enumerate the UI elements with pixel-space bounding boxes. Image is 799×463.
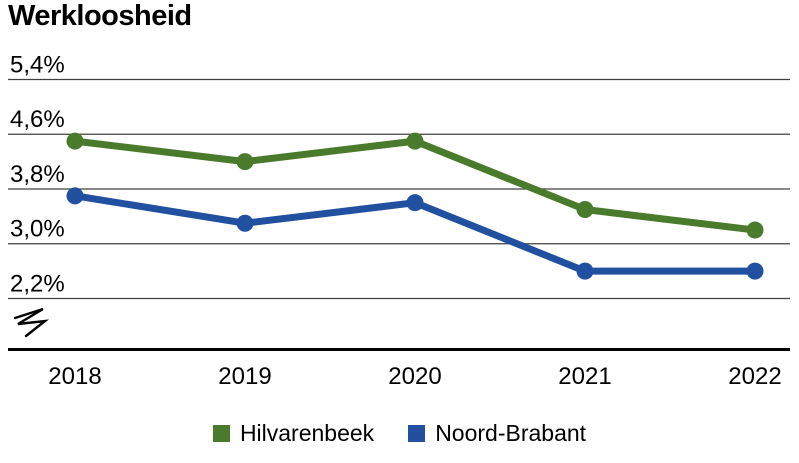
- x-axis-tick-label: 2019: [218, 363, 271, 390]
- legend-swatch-icon: [212, 424, 230, 442]
- y-axis-tick-label: 3,0%: [10, 216, 65, 243]
- data-point-noord-brabant-2020: [406, 194, 424, 212]
- data-point-hilvarenbeek-2019: [236, 153, 254, 171]
- x-axis-tick-label: 2020: [388, 363, 441, 390]
- chart-title: Werkloosheid: [8, 0, 192, 32]
- legend: Hilvarenbeek Noord-Brabant: [0, 416, 799, 450]
- y-axis-tick-label: 5,4%: [10, 51, 65, 78]
- data-point-noord-brabant-2018: [66, 187, 84, 205]
- x-axis-tick-label: 2021: [558, 363, 611, 390]
- data-point-noord-brabant-2019: [236, 214, 254, 232]
- series-line-hilvarenbeek: [71, 137, 759, 234]
- y-axis-tick-label: 4,6%: [10, 106, 65, 133]
- data-point-noord-brabant-2022: [746, 262, 764, 280]
- data-point-hilvarenbeek-2022: [746, 221, 764, 239]
- x-axis-tick-label: 2022: [728, 363, 781, 390]
- data-point-hilvarenbeek-2021: [576, 201, 594, 219]
- axis-break-icon: [13, 307, 50, 338]
- y-axis-tick-label: 3,8%: [10, 161, 65, 188]
- data-point-hilvarenbeek-2018: [66, 132, 84, 150]
- legend-item-noord-brabant: Noord-Brabant: [408, 419, 587, 446]
- legend-label: Noord-Brabant: [435, 419, 587, 446]
- y-axis-tick-label: 2,2%: [10, 271, 65, 298]
- legend-item-hilvarenbeek: Hilvarenbeek: [212, 419, 375, 446]
- x-axis-tick-label: 2018: [48, 363, 101, 390]
- data-point-hilvarenbeek-2020: [406, 132, 424, 150]
- data-point-noord-brabant-2021: [576, 262, 594, 280]
- legend-label: Hilvarenbeek: [239, 419, 375, 446]
- legend-swatch-icon: [408, 424, 426, 442]
